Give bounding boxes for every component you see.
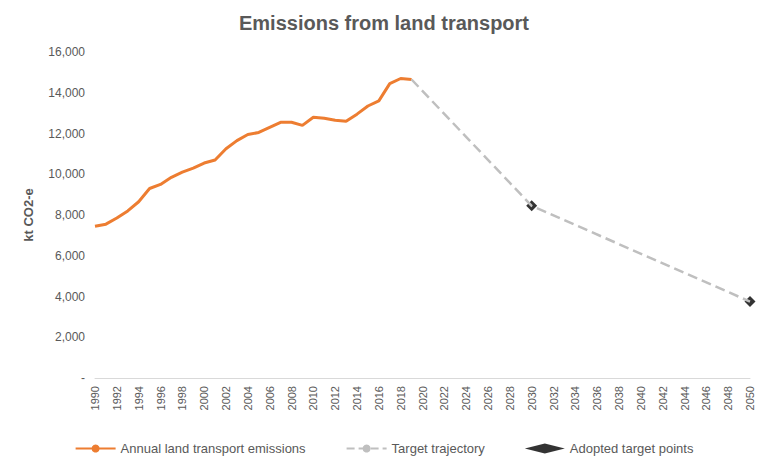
svg-text:2040: 2040 [635, 386, 647, 410]
svg-text:2,000: 2,000 [55, 330, 85, 344]
svg-text:1998: 1998 [176, 386, 188, 410]
svg-text:2028: 2028 [504, 386, 516, 410]
svg-text:16,000: 16,000 [48, 45, 85, 59]
svg-text:1994: 1994 [133, 386, 145, 410]
svg-text:2030: 2030 [526, 386, 538, 410]
svg-text:2036: 2036 [591, 386, 603, 410]
svg-text:2016: 2016 [373, 386, 385, 410]
svg-text:2008: 2008 [286, 386, 298, 410]
svg-text:1990: 1990 [89, 386, 101, 410]
svg-text:4,000: 4,000 [55, 290, 85, 304]
svg-text:2026: 2026 [482, 386, 494, 410]
svg-text:6,000: 6,000 [55, 249, 85, 263]
svg-text:2014: 2014 [351, 386, 363, 410]
svg-text:2032: 2032 [548, 386, 560, 410]
svg-text:Annual land transport emission: Annual land transport emissions [121, 441, 306, 456]
svg-text:2006: 2006 [264, 386, 276, 410]
svg-text:12,000: 12,000 [48, 127, 85, 141]
svg-text:Target trajectory: Target trajectory [392, 441, 486, 456]
svg-text:2018: 2018 [395, 386, 407, 410]
svg-text:2042: 2042 [657, 386, 669, 410]
svg-text:-: - [81, 371, 85, 385]
svg-text:2050: 2050 [744, 386, 756, 410]
svg-text:2046: 2046 [700, 386, 712, 410]
svg-text:kt CO2-e: kt CO2-e [21, 188, 36, 241]
svg-text:2024: 2024 [460, 386, 472, 410]
svg-text:2012: 2012 [329, 386, 341, 410]
svg-text:2010: 2010 [307, 386, 319, 410]
svg-text:Emissions from land transport: Emissions from land transport [239, 12, 529, 34]
svg-text:2044: 2044 [679, 386, 691, 410]
svg-text:Adopted target points: Adopted target points [570, 441, 694, 456]
svg-text:2034: 2034 [569, 386, 581, 410]
svg-text:2048: 2048 [722, 386, 734, 410]
svg-text:2002: 2002 [220, 386, 232, 410]
svg-text:2038: 2038 [613, 386, 625, 410]
svg-text:8,000: 8,000 [55, 208, 85, 222]
svg-text:10,000: 10,000 [48, 167, 85, 181]
svg-text:2022: 2022 [438, 386, 450, 410]
svg-text:2000: 2000 [198, 386, 210, 410]
svg-text:2004: 2004 [242, 386, 254, 410]
svg-text:14,000: 14,000 [48, 86, 85, 100]
svg-text:1996: 1996 [155, 386, 167, 410]
svg-text:2020: 2020 [417, 386, 429, 410]
svg-text:1992: 1992 [111, 386, 123, 410]
